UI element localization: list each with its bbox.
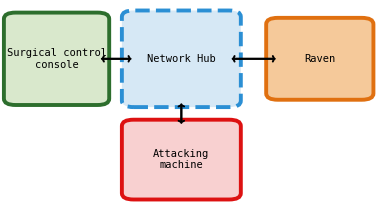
Text: Network Hub: Network Hub <box>147 54 216 64</box>
Text: Attacking
machine: Attacking machine <box>153 149 209 170</box>
FancyBboxPatch shape <box>122 10 241 107</box>
FancyBboxPatch shape <box>266 18 373 100</box>
Text: Raven: Raven <box>304 54 335 64</box>
FancyBboxPatch shape <box>4 13 109 105</box>
FancyBboxPatch shape <box>122 120 241 200</box>
Text: Surgical control
console: Surgical control console <box>7 48 106 70</box>
